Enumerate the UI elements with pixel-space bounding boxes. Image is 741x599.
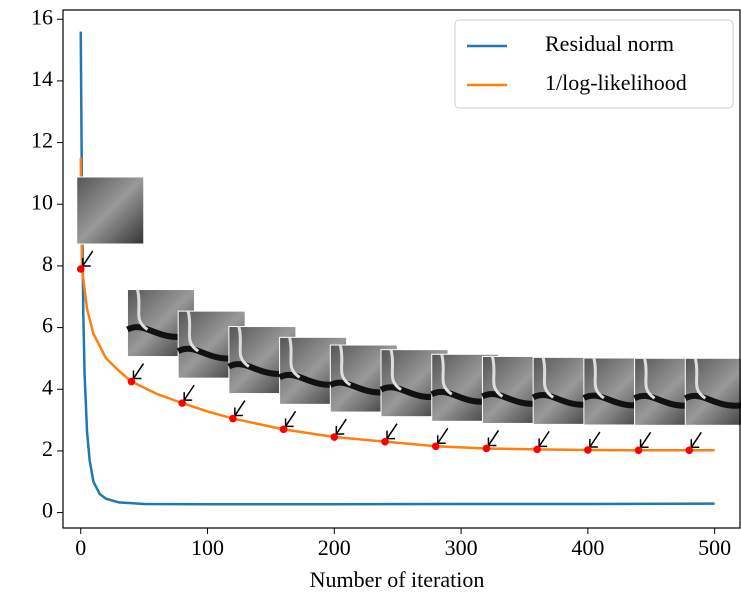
y-tick-label: 0 xyxy=(42,498,53,523)
point xyxy=(127,377,136,386)
thumbnail-image xyxy=(76,176,145,245)
plot-area: 0 100 200 300 400 500 0 2 4 6 8 10 12 14 16 Residual no… xyxy=(31,4,741,560)
point xyxy=(178,399,186,407)
point xyxy=(381,437,389,446)
y-tick-label: 8 xyxy=(42,251,53,276)
arrow xyxy=(132,363,145,379)
point xyxy=(279,425,288,434)
thumbnail-detail xyxy=(135,289,149,331)
y-tick-label: 2 xyxy=(42,436,53,461)
thumbnail-detail xyxy=(541,357,555,399)
line xyxy=(79,157,715,452)
thumbnail-detail xyxy=(288,336,301,379)
point xyxy=(76,265,85,273)
thumbnail-image xyxy=(684,357,741,426)
thumbnail-detail xyxy=(592,357,605,400)
thumbnail-detail xyxy=(490,356,504,398)
arrow xyxy=(335,418,347,435)
arrow xyxy=(487,430,500,446)
point xyxy=(634,446,643,455)
arrow xyxy=(437,427,449,444)
thumbnail-detail xyxy=(440,353,453,396)
x-tick-label: 0 xyxy=(75,535,86,560)
thumbnail xyxy=(76,176,145,245)
thumbnail-detail xyxy=(389,349,402,391)
x-tick-label: 100 xyxy=(191,535,224,560)
y-tick-label: 16 xyxy=(31,4,53,29)
point xyxy=(431,442,440,451)
arrow xyxy=(690,431,702,448)
arrow xyxy=(386,423,398,440)
y-tick-label: 10 xyxy=(31,189,53,214)
arrow xyxy=(589,431,601,448)
point xyxy=(533,445,541,454)
arrow xyxy=(183,384,195,401)
thumbnail-detail xyxy=(186,310,200,353)
line xyxy=(79,31,715,506)
thumbnail-detail xyxy=(683,392,741,409)
arrow xyxy=(82,250,94,267)
thumbnail xyxy=(683,357,741,426)
legend-box xyxy=(454,19,734,109)
legend-label: Residual norm xyxy=(545,31,674,56)
y-tick-label: 14 xyxy=(31,66,53,91)
point xyxy=(584,446,592,454)
point xyxy=(330,433,339,441)
x-tick-label: 200 xyxy=(318,535,351,560)
arrow xyxy=(639,431,652,448)
thumbnail-detail xyxy=(338,344,352,387)
y-tick-label: 6 xyxy=(42,313,53,338)
arrow xyxy=(284,410,297,427)
x-axis-label: Number of iteration xyxy=(310,567,485,592)
thumbnail-detail xyxy=(237,326,250,368)
x-tick-label: 500 xyxy=(698,535,731,560)
x-tick-label: 400 xyxy=(571,535,604,560)
axes-frame xyxy=(62,9,741,529)
thumbnail-detail xyxy=(693,357,707,400)
y-tick-label: 4 xyxy=(42,374,53,399)
thumbnail-detail xyxy=(643,357,656,400)
point xyxy=(482,444,491,453)
legend-label: 1/log-likelihood xyxy=(545,70,687,95)
y-tick-label: 12 xyxy=(31,128,53,153)
x-tick-label: 300 xyxy=(445,535,478,560)
point xyxy=(229,414,237,423)
point xyxy=(685,446,694,455)
arrow xyxy=(538,430,550,447)
arrow xyxy=(234,400,246,416)
